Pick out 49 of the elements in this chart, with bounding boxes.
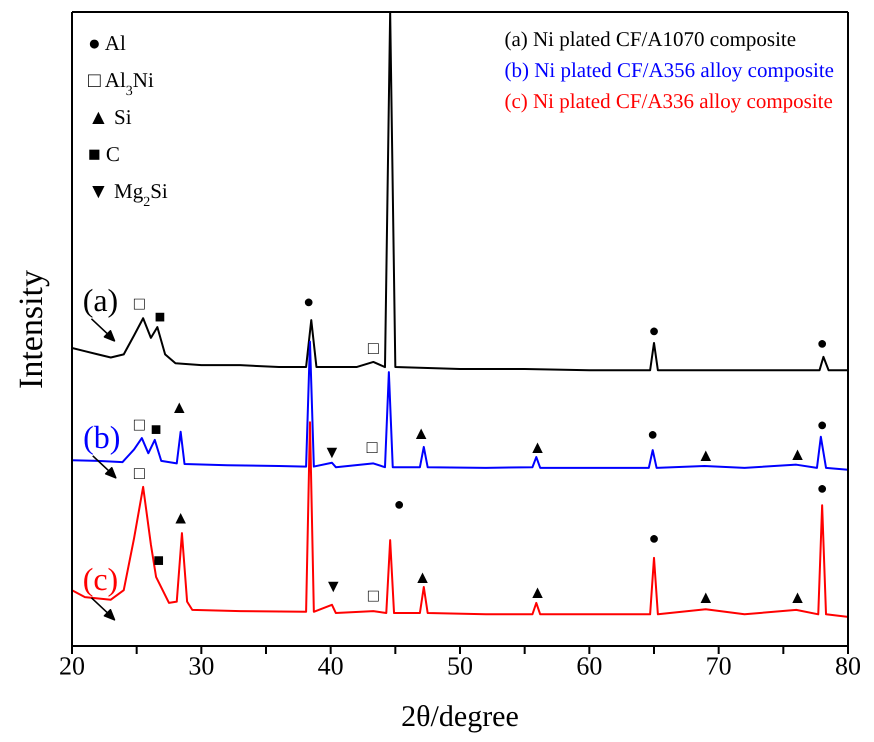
- annotation: ▲: [528, 582, 547, 602]
- annotation: ▲: [788, 444, 806, 464]
- annotation: ▲: [788, 587, 806, 608]
- text: (a) Ni plated CF/A1070 composite: [504, 26, 798, 53]
- annotation: ▲: [696, 445, 715, 466]
- annotation: ▲: [172, 507, 190, 528]
- annotation: ●: [647, 424, 658, 444]
- annotation: ▲: [414, 566, 432, 587]
- annotation: ●: [303, 292, 314, 312]
- annotation: (a): [82, 282, 118, 318]
- annotation: ■ C: [88, 142, 120, 166]
- annotation: ▼: [324, 576, 342, 596]
- x-tick-label: 80: [835, 651, 861, 680]
- annotation: ■: [150, 419, 162, 440]
- annotation: □: [134, 462, 145, 483]
- annotation: ▲: [170, 396, 188, 417]
- annotation: ▼: [323, 442, 341, 462]
- text: (b) Ni plated CF/A356 alloy composite: [504, 57, 834, 84]
- annotation: ●: [394, 494, 405, 514]
- annotation: □: [134, 414, 145, 435]
- annotation: ▲: [412, 422, 430, 443]
- annotation: ●: [648, 320, 660, 340]
- annotation: □: [368, 585, 379, 606]
- x-tick-label: 40: [318, 651, 344, 680]
- x-tick-label: 50: [447, 651, 473, 680]
- annotation: ●: [816, 478, 828, 498]
- annotation: □: [134, 294, 145, 314]
- annotation: ●: [816, 332, 828, 353]
- annotation: (b): [83, 418, 120, 455]
- annotation: ▲: [528, 436, 547, 457]
- annotation: ▼ Mg$_{2}$Si: [88, 179, 168, 210]
- annotation: ■: [153, 550, 164, 570]
- y-axis-title: Intensity: [13, 270, 50, 389]
- annotation: ▲ Si: [88, 105, 132, 129]
- annotation: (c): [82, 560, 118, 597]
- x-axis-title: 2θ/degree: [401, 700, 519, 733]
- annotation: □ Al$_{3}$Ni: [88, 68, 154, 98]
- x-tick-label: 70: [706, 651, 732, 680]
- annotation: ●: [816, 414, 828, 435]
- x-tick-label: 60: [576, 651, 602, 680]
- annotation: ▲: [696, 587, 715, 608]
- annotation: □: [366, 436, 378, 457]
- annotation: □: [368, 338, 379, 358]
- x-tick-label: 30: [188, 651, 214, 680]
- text: (c) Ni plated CF/A336 alloy composite: [504, 88, 834, 115]
- x-tick-label: 20: [59, 651, 85, 680]
- annotation: ● Al: [88, 31, 126, 55]
- annotation: ●: [648, 528, 660, 548]
- annotation: ■: [154, 306, 166, 326]
